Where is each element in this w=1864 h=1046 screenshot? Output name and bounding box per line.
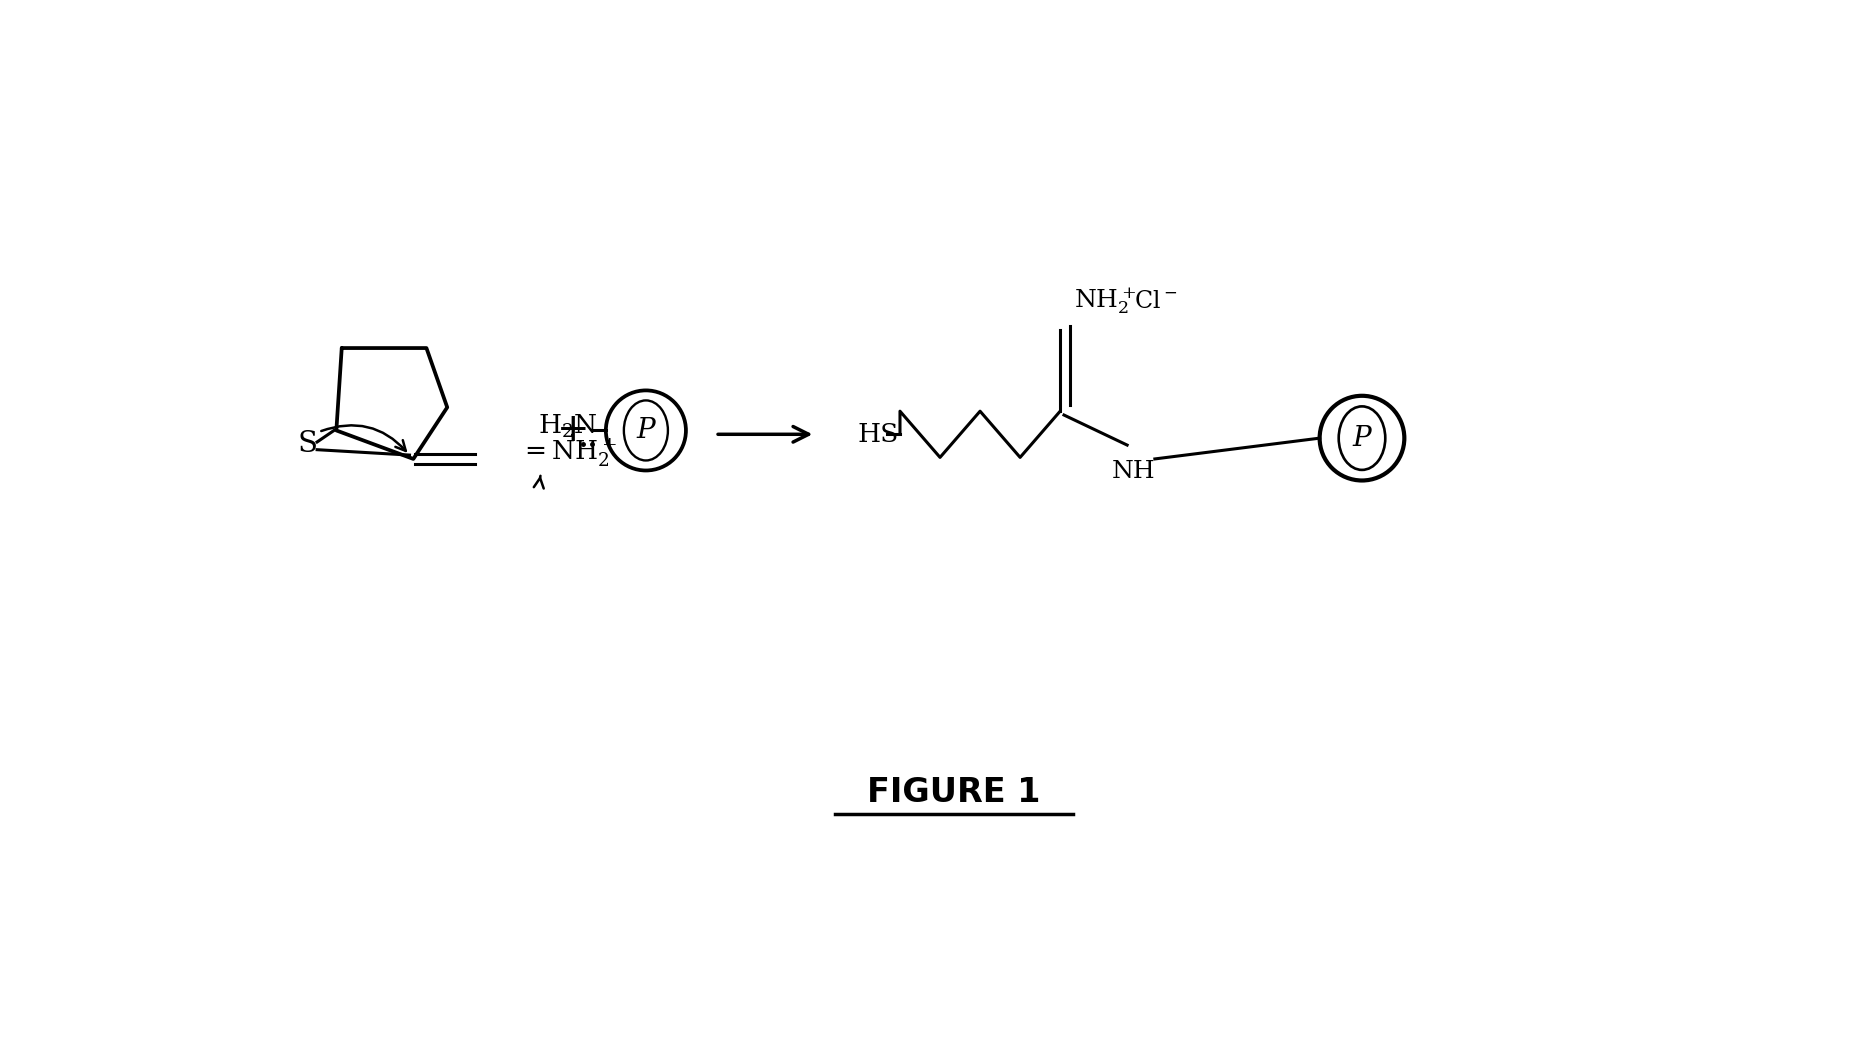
- Text: +: +: [555, 411, 589, 450]
- Text: FIGURE 1: FIGURE 1: [867, 776, 1040, 809]
- Text: $\mathregular{Cl^-}$: $\mathregular{Cl^-}$: [1133, 290, 1176, 313]
- Text: P: P: [1351, 425, 1370, 452]
- Text: P: P: [636, 417, 654, 444]
- Text: $\mathregular{NH_2^+}$: $\mathregular{NH_2^+}$: [1074, 286, 1135, 317]
- Text: NH: NH: [1111, 460, 1154, 483]
- Text: S: S: [296, 430, 317, 457]
- Text: $\mathregular{H_2N}$: $\mathregular{H_2N}$: [539, 413, 596, 440]
- Text: HS: HS: [857, 422, 898, 447]
- Text: $\mathregular{=NH_2^+}$: $\mathregular{=NH_2^+}$: [518, 436, 617, 470]
